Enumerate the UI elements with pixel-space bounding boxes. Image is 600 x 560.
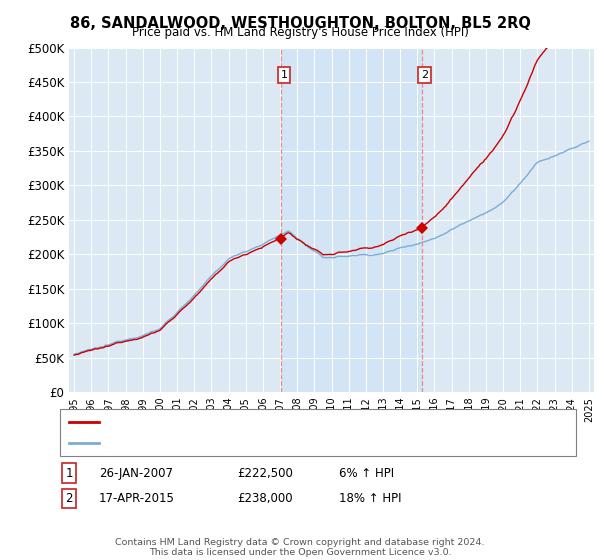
Text: 2: 2 (65, 492, 73, 505)
Text: HPI: Average price, detached house, Bolton: HPI: Average price, detached house, Bolt… (103, 438, 330, 448)
Text: 18% ↑ HPI: 18% ↑ HPI (339, 492, 401, 505)
Text: Price paid vs. HM Land Registry's House Price Index (HPI): Price paid vs. HM Land Registry's House … (131, 26, 469, 39)
Text: £238,000: £238,000 (237, 492, 293, 505)
Text: £222,500: £222,500 (237, 466, 293, 480)
Text: 1: 1 (65, 466, 73, 480)
Bar (281, 48, 422, 392)
Text: 6% ↑ HPI: 6% ↑ HPI (339, 466, 394, 480)
Text: 86, SANDALWOOD, WESTHOUGHTON, BOLTON, BL5 2RQ: 86, SANDALWOOD, WESTHOUGHTON, BOLTON, BL… (70, 16, 530, 31)
Text: 2: 2 (421, 70, 428, 80)
Text: 1: 1 (280, 70, 287, 80)
Text: 86, SANDALWOOD, WESTHOUGHTON, BOLTON, BL5 2RQ (detached house): 86, SANDALWOOD, WESTHOUGHTON, BOLTON, BL… (103, 417, 492, 427)
Text: 26-JAN-2007: 26-JAN-2007 (99, 466, 173, 480)
Text: Contains HM Land Registry data © Crown copyright and database right 2024.
This d: Contains HM Land Registry data © Crown c… (115, 538, 485, 557)
Text: 17-APR-2015: 17-APR-2015 (99, 492, 175, 505)
